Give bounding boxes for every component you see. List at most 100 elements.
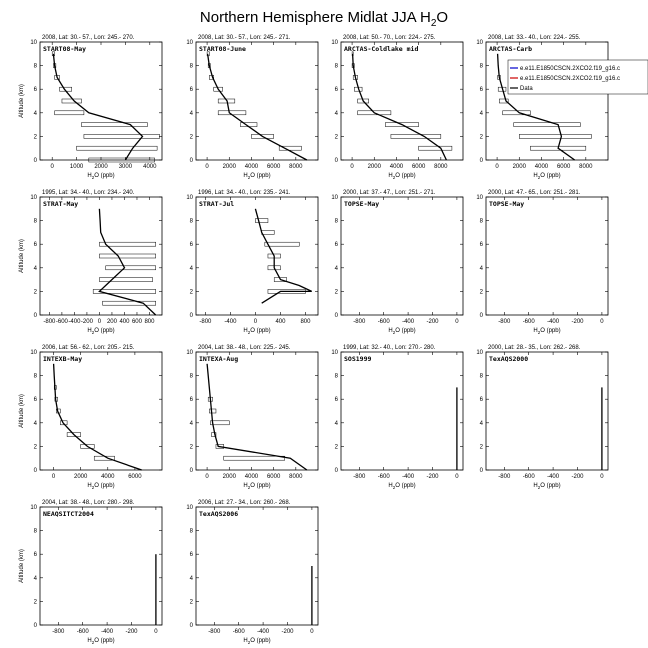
y-tick-label: 6 bbox=[34, 87, 38, 93]
campaign-label: TOPSE-May bbox=[489, 200, 524, 208]
x-tick-label: 0 bbox=[51, 164, 55, 170]
panel-header: 2000, Lat: 28.- 35., Lon: 262.- 268. bbox=[488, 345, 581, 351]
x-tick-label: 0 bbox=[154, 629, 158, 635]
y-tick-label: 10 bbox=[30, 505, 37, 511]
x-tick-label: 2000 bbox=[223, 474, 237, 480]
x-axis-label: H2O (ppb) bbox=[87, 173, 114, 180]
y-tick-label: 10 bbox=[476, 195, 483, 201]
panel-frame bbox=[39, 41, 163, 161]
range-bar bbox=[217, 98, 236, 104]
range-bar bbox=[390, 134, 442, 139]
x-tick-label: 8000 bbox=[434, 164, 448, 170]
y-tick-label: 8 bbox=[34, 374, 38, 380]
panel-13: 2004, Lat: 38.- 48., Lon: 280.- 298. NEAQ… bbox=[19, 500, 163, 645]
y-tick-label: 6 bbox=[190, 242, 194, 248]
y-tick-label: 0 bbox=[480, 158, 484, 164]
y-tick-label: 8 bbox=[34, 64, 38, 70]
range-bar bbox=[102, 300, 156, 306]
y-tick-label: 2 bbox=[480, 444, 484, 450]
range-bar bbox=[385, 122, 419, 127]
profile-line bbox=[254, 208, 312, 304]
campaign-label: NEAQSITCT2004 bbox=[43, 510, 94, 518]
x-tick-label: -200 bbox=[571, 319, 584, 325]
x-tick-label: 6000 bbox=[128, 474, 142, 480]
panel-frame bbox=[340, 196, 464, 316]
x-tick-label: 6000 bbox=[267, 164, 281, 170]
x-tick-label: 0 bbox=[205, 474, 209, 480]
y-tick-label: 6 bbox=[335, 397, 339, 403]
panel-frame bbox=[485, 41, 609, 161]
y-tick-label: 0 bbox=[335, 468, 339, 474]
x-tick-label: 0 bbox=[455, 474, 459, 480]
y-tick-label: 6 bbox=[480, 242, 484, 248]
profile-line bbox=[98, 208, 157, 316]
y-tick-label: 8 bbox=[335, 64, 339, 70]
range-bar bbox=[76, 145, 158, 151]
range-bar bbox=[357, 110, 392, 116]
panel-header: 2008, Lat: 30.- 57., Lon: 245.- 271. bbox=[198, 35, 291, 41]
y-tick-label: 8 bbox=[34, 219, 38, 225]
x-tick-label: 3000 bbox=[119, 164, 133, 170]
range-bar bbox=[264, 241, 300, 247]
x-tick-label: -800 bbox=[498, 319, 511, 325]
y-axis-label: Altitude (km) bbox=[19, 84, 25, 118]
campaign-label: STRAT-May bbox=[43, 200, 78, 208]
panel-11: 1999, Lat: 32.- 40., Lon: 270.- 280. SOS1… bbox=[331, 345, 464, 490]
range-bar bbox=[88, 157, 155, 163]
x-axis-label: H2O (ppb) bbox=[243, 173, 270, 180]
x-axis-label: H2O (ppb) bbox=[533, 328, 560, 335]
y-tick-label: 6 bbox=[480, 397, 484, 403]
x-tick-label: -400 bbox=[101, 629, 114, 635]
x-tick-label: 0 bbox=[254, 319, 258, 325]
x-tick-label: 0 bbox=[205, 164, 209, 170]
x-tick-label: 4000 bbox=[535, 164, 549, 170]
profile-line bbox=[52, 363, 142, 471]
y-tick-label: 2 bbox=[190, 134, 194, 140]
campaign-label: TOPSE-May bbox=[344, 200, 379, 208]
x-tick-label: 4000 bbox=[390, 164, 404, 170]
x-tick-label: -200 bbox=[571, 474, 584, 480]
panel-8: 2000, Lat: 47.- 65., Lon: 251.- 281. TOPS… bbox=[476, 190, 609, 335]
y-tick-label: 8 bbox=[190, 219, 194, 225]
x-tick-label: -600 bbox=[523, 474, 536, 480]
x-tick-label: -600 bbox=[56, 319, 69, 325]
x-tick-label: 2000 bbox=[368, 164, 382, 170]
x-tick-label: 2000 bbox=[94, 164, 108, 170]
x-tick-label: 400 bbox=[119, 319, 130, 325]
campaign-label: TexAQS2000 bbox=[489, 355, 528, 363]
y-tick-label: 10 bbox=[30, 195, 37, 201]
x-tick-label: -600 bbox=[77, 629, 90, 635]
x-tick-label: 600 bbox=[132, 319, 143, 325]
y-tick-label: 10 bbox=[476, 40, 483, 46]
y-tick-label: 0 bbox=[480, 313, 484, 319]
range-bar bbox=[83, 134, 160, 139]
panel-frame bbox=[195, 41, 319, 161]
y-tick-label: 4 bbox=[480, 421, 484, 427]
x-tick-label: -800 bbox=[199, 319, 212, 325]
y-tick-label: 6 bbox=[335, 87, 339, 93]
range-bar bbox=[99, 241, 156, 247]
profile-line bbox=[206, 363, 308, 471]
y-tick-label: 10 bbox=[331, 195, 338, 201]
panel-5: 1995, Lat: 34.- 40., Lon: 234.- 240. STRA… bbox=[19, 190, 163, 335]
panel-2: 2008, Lat: 30.- 57., Lon: 245.- 271. STAR… bbox=[186, 35, 319, 180]
panel-header: 2006, Lat: 56.- 62., Lon: 205.- 215. bbox=[42, 345, 135, 351]
x-axis-label: H2O (ppb) bbox=[388, 483, 415, 490]
y-tick-label: 6 bbox=[480, 87, 484, 93]
y-tick-label: 6 bbox=[190, 552, 194, 558]
legend-label: Data bbox=[520, 86, 533, 92]
x-tick-label: -200 bbox=[426, 474, 439, 480]
range-bar bbox=[418, 145, 453, 151]
panel-header: 2006, Lat: 27.- 34., Lon: 260.- 268. bbox=[198, 500, 291, 506]
figure-title: Northern Hemisphere Midlat JJA H2O bbox=[200, 9, 448, 29]
x-tick-label: -200 bbox=[125, 629, 138, 635]
range-bar bbox=[499, 98, 509, 104]
panel-header: 2000, Lat: 37.- 47., Lon: 251.- 271. bbox=[343, 190, 436, 196]
x-axis-label: H2O (ppb) bbox=[243, 328, 270, 335]
y-tick-label: 2 bbox=[34, 599, 38, 605]
profile-line bbox=[496, 53, 576, 161]
x-tick-label: -200 bbox=[281, 629, 294, 635]
y-tick-label: 0 bbox=[34, 468, 38, 474]
x-tick-label: 800 bbox=[144, 319, 155, 325]
